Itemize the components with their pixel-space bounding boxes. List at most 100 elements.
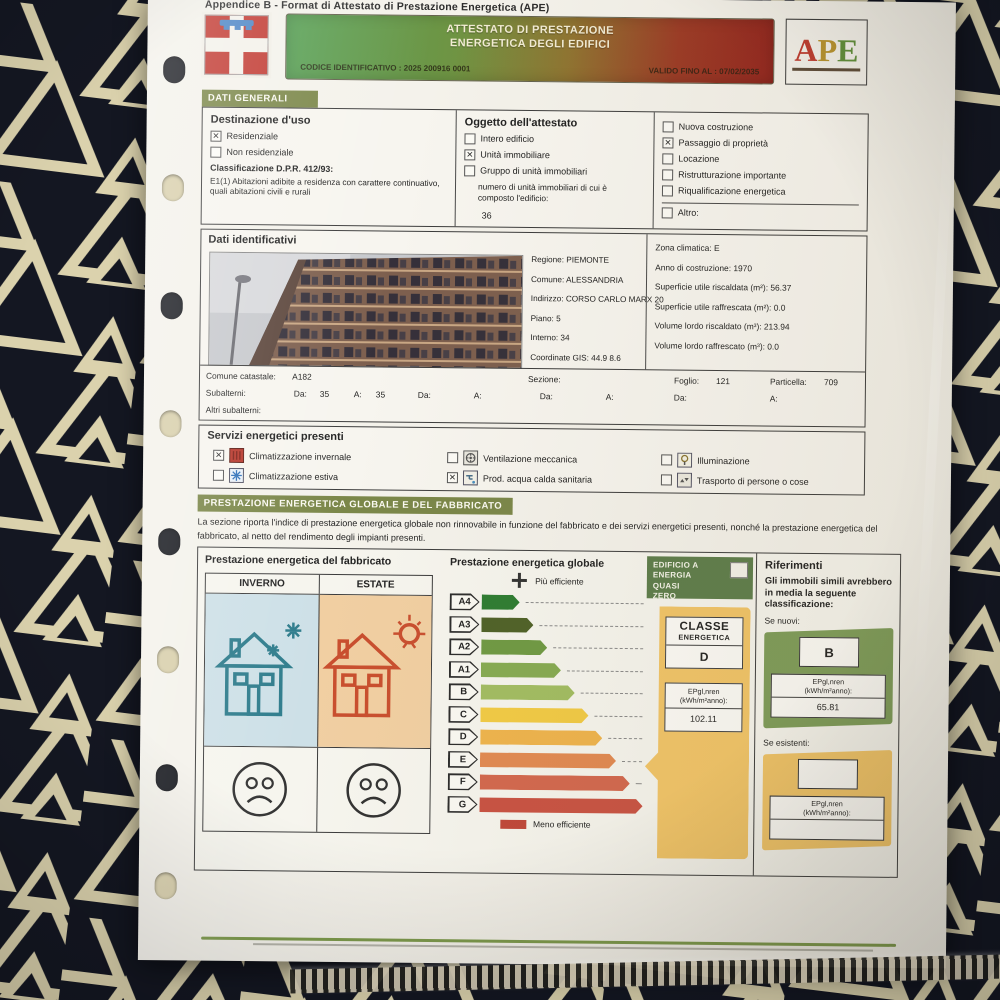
class-tag: A2 — [449, 638, 479, 655]
checkbox — [447, 452, 459, 464]
se-nuovi-label: Se nuovi: — [764, 615, 800, 626]
checkbox — [660, 474, 672, 486]
class-tag: E — [448, 751, 478, 768]
class-row: G — [447, 796, 649, 815]
nuovi-ep-box: EPgl,nren (kWh/m²anno): 65.81 — [770, 673, 886, 719]
estate-header: ESTATE — [318, 574, 432, 595]
dati-identificativi-title: Dati identificativi — [208, 233, 297, 247]
nzeb-checkbox — [729, 562, 749, 579]
lighting-icon — [677, 452, 693, 468]
classe-label-2: ENERGETICA — [666, 632, 742, 646]
piemonte-region-logo — [204, 14, 269, 76]
inverno-estate-table: INVERNO ESTATE — [202, 572, 433, 834]
class-row: A2 — [449, 638, 645, 657]
particella-value: 709 — [823, 377, 839, 388]
dati-identificativi-box: Dati identificativi — [198, 228, 868, 428]
class-dash-line — [580, 692, 643, 695]
class-bar — [480, 730, 602, 746]
certificate-page: Appendice B - Format di Attestato di Pre… — [137, 0, 956, 969]
checkbox — [210, 146, 222, 158]
riferimenti-column: Riferimenti Gli immobili simili avrebber… — [752, 553, 901, 877]
ventilation-icon — [463, 450, 479, 466]
plus-icon — [512, 573, 527, 588]
nzeb-box: EDIFICIO A ENERGIA QUASI ZERO — [646, 556, 754, 601]
punch-hole — [154, 872, 177, 900]
meno-efficiente-icon — [500, 819, 527, 829]
class-row: D — [448, 728, 644, 747]
class-bar — [481, 617, 533, 633]
class-bar — [482, 595, 520, 610]
class-dash-line — [525, 601, 644, 605]
field-superficie-riscaldata: Superficie utile riscaldata (m²): 56.37 — [654, 281, 792, 293]
particella-label: Particella: — [769, 376, 807, 387]
esistenti-ep-value — [770, 819, 883, 839]
class-tag: A3 — [449, 616, 479, 633]
checkbox: ✕ — [213, 449, 225, 461]
identificativi-fields-right: Zona climatica: E Anno di costruzione: 1… — [654, 242, 861, 361]
checkbox-row-passaggio-proprieta: ✕ Passaggio di proprietà — [662, 137, 769, 149]
class-dash-line — [553, 647, 644, 650]
checkbox-row-ristrutturazione: Ristrutturazione importante — [662, 169, 859, 182]
class-bar — [480, 775, 630, 792]
class-row: C — [448, 706, 644, 725]
globale-title: Prestazione energetica globale — [450, 556, 605, 570]
class-bar — [479, 797, 642, 814]
punch-hole — [158, 528, 181, 556]
classe-column: EDIFICIO A ENERGIA QUASI ZERO CLASSE ENE… — [644, 556, 754, 859]
certificate-title-line2: ENERGETICA DEGLI EDIFICI — [449, 37, 611, 51]
subalterni-a-1: 35 — [375, 389, 386, 400]
checkbox — [661, 454, 673, 466]
field-piano: Piano: 5 — [530, 313, 561, 323]
class-row: A3 — [449, 616, 645, 635]
checkbox — [662, 153, 674, 165]
punch-hole — [155, 764, 178, 792]
checkbox — [661, 207, 673, 219]
fabbricato-column: Prestazione energetica del fabbricato IN… — [202, 552, 443, 834]
servizio-acqua-calda: ✕ Prod. acqua calda sanitaria — [446, 470, 593, 486]
cooling-icon — [228, 467, 245, 484]
identificativi-fields-left: Regione: PIEMONTE Comune: ALESSANDRIA In… — [530, 255, 664, 373]
building-photo — [208, 251, 524, 369]
inverno-house-graphic — [204, 593, 319, 747]
punch-hole — [163, 56, 186, 84]
section-label-prestazione: PRESTAZIONE ENERGETICA GLOBALE E DEL FAB… — [197, 494, 513, 515]
valido-fino-al: VALIDO FINO AL : 07/02/2035 — [648, 66, 760, 77]
riferimenti-title: Riferimenti — [764, 559, 823, 573]
prestazione-main-box: Prestazione energetica del fabbricato IN… — [193, 546, 902, 878]
class-dash-line — [594, 715, 643, 717]
servizio-climatizzazione-estiva: Climatizzazione estiva — [212, 467, 338, 484]
nuovi-classe-value: B — [798, 636, 859, 668]
sezione-label: Sezione: — [527, 374, 561, 385]
field-volume-riscaldato: Volume lordo riscaldato (m³): 213.94 — [654, 320, 790, 332]
class-row: B — [449, 683, 645, 702]
class-dash-line — [621, 760, 642, 762]
checkbox-row-nuova-costruzione: Nuova costruzione — [662, 121, 860, 134]
epgl-value: 102.11 — [689, 713, 717, 724]
checkbox-row-locazione: Locazione — [662, 153, 859, 166]
prestazione-intro-text: La sezione riporta l'indice di prestazio… — [197, 516, 878, 543]
checkbox — [662, 169, 674, 181]
esistenti-classe-value — [797, 758, 858, 790]
nuovi-ep-value: 65.81 — [816, 701, 840, 713]
checkbox: ✕ — [210, 130, 222, 142]
field-anno-costruzione: Anno di costruzione: 1970 — [655, 261, 753, 273]
checkbox-row-altro: Altro: — [661, 202, 859, 221]
class-row: E — [448, 751, 644, 770]
checkbox-row-intero-edificio: Intero edificio — [464, 133, 645, 146]
fabbricato-title: Prestazione energetica del fabbricato — [205, 553, 392, 568]
title-banner: ATTESTATO DI PRESTAZIONE ENERGETICA DEGL… — [285, 13, 775, 85]
dati-generali-box: Destinazione d'uso ✕ Residenziale Non re… — [200, 106, 869, 232]
field-coordinate-gis: Coordinate GIS: 44.9 8.6 — [530, 352, 621, 363]
certificate-header: ATTESTATO DI PRESTAZIONE ENERGETICA DEGL… — [202, 13, 868, 86]
checkbox — [464, 165, 476, 177]
foglio-label: Foglio: — [673, 375, 700, 386]
checkbox: ✕ — [464, 149, 476, 161]
classe-energetica-box: CLASSE ENERGETICA D — [665, 616, 744, 669]
classificazione-text: E1(1) Abitazioni adibite a residenza con… — [209, 175, 440, 198]
classe-label-1: CLASSE — [679, 620, 730, 634]
riferimenti-text: Gli immobili simili avrebbero in media l… — [764, 575, 893, 610]
class-tag: C — [448, 706, 478, 723]
section-label-dati-generali: DATI GENERALI — [201, 89, 318, 108]
class-row: A1 — [449, 661, 645, 680]
